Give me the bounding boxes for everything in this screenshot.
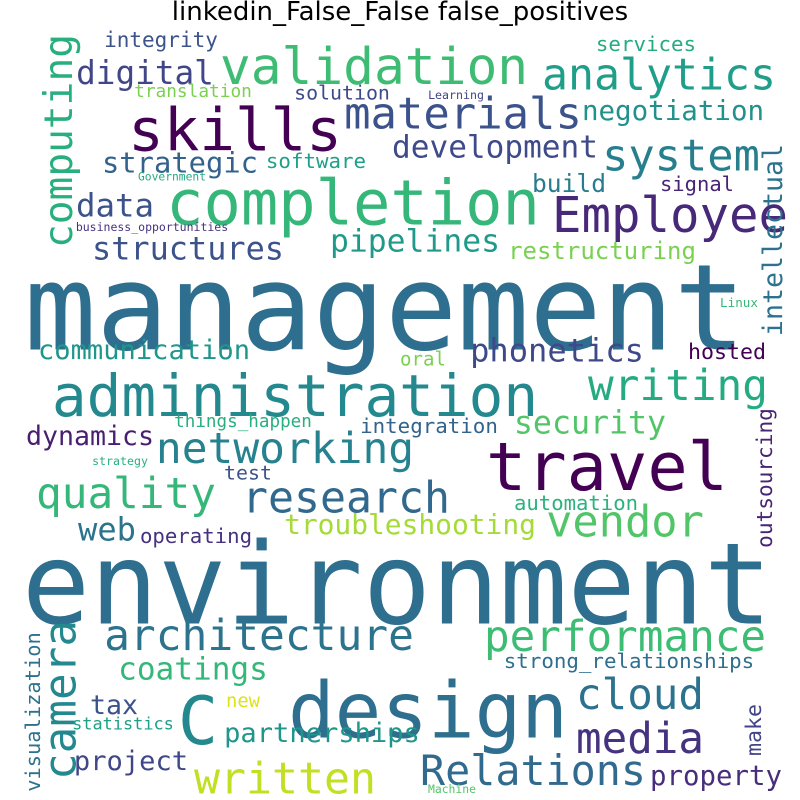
word-outsourcing: outsourcing <box>752 408 777 548</box>
word-things-happen: things_happen <box>174 412 312 432</box>
word-integration: integration <box>360 414 498 438</box>
word-troubleshooting: troubleshooting <box>284 508 536 541</box>
word-relations: Relations <box>420 746 646 795</box>
word-administration: administration <box>52 362 538 430</box>
word-services: services <box>596 32 696 56</box>
word-digital: digital <box>76 54 214 92</box>
word-management: management <box>24 240 746 379</box>
word-strategy: strategy <box>92 454 148 468</box>
word-translation: translation <box>134 81 252 102</box>
word-visualization: visualization <box>21 632 45 792</box>
word-negotiation: negotiation <box>582 95 764 127</box>
word-performance: performance <box>484 612 766 662</box>
word-communication: communication <box>38 335 250 366</box>
word-travel: travel <box>486 428 728 506</box>
word-materials: materials <box>344 88 582 139</box>
word-data: data <box>76 187 154 225</box>
word-architecture: architecture <box>104 611 414 661</box>
word-make: make <box>742 704 767 756</box>
word-networking: networking <box>156 424 414 474</box>
word-software: software <box>266 149 366 173</box>
word-integrity: integrity <box>104 28 218 52</box>
chart-title: linkedin_False_False false_positives <box>171 0 629 27</box>
word-strong-relationships: strong_relationships <box>504 649 754 673</box>
word-employee: Employee <box>552 187 788 244</box>
word-coatings: coatings <box>118 651 268 687</box>
word-project: project <box>74 746 188 777</box>
word-system: system <box>602 130 760 181</box>
word-government: Government <box>138 171 206 184</box>
word-strategic: strategic <box>102 146 258 180</box>
word-learning: Learning <box>428 88 484 102</box>
word-pipelines: pipelines <box>330 223 500 259</box>
word-quality: quality <box>36 469 216 519</box>
word-written: written <box>194 754 376 800</box>
word-intellectual: intellectual <box>758 144 789 336</box>
word-build: build <box>532 169 606 198</box>
word-partnerships: partnerships <box>224 718 420 749</box>
word-skills: skills <box>128 96 342 165</box>
word-validation: validation <box>220 37 528 97</box>
word-structures: structures <box>92 230 284 268</box>
word-linux: Linux <box>720 295 758 310</box>
word-dynamics: dynamics <box>26 421 154 452</box>
word-writing: writing <box>588 361 768 411</box>
word-restructuring: restructuring <box>508 237 696 265</box>
word-solution: solution <box>294 82 390 105</box>
word-oral: oral <box>400 347 446 370</box>
word-phonetics: phonetics <box>470 332 644 370</box>
word-environment: environment <box>22 518 772 650</box>
word-development: development <box>392 129 598 165</box>
word-statistics: statistics <box>72 714 174 734</box>
word-business-opportunities: business_opportunities <box>76 220 228 234</box>
word-signal: signal <box>660 172 734 196</box>
word-media: media <box>576 715 704 764</box>
word-new: new <box>226 691 261 712</box>
word-research: research <box>242 473 450 523</box>
word-test: test <box>224 462 272 485</box>
word-security: security <box>514 405 666 441</box>
word-operating: operating <box>140 524 252 548</box>
word-c: C <box>178 682 218 760</box>
word-computing: computing <box>36 34 82 248</box>
word-cloud: cloud <box>576 671 704 720</box>
word-analytics: analytics <box>542 50 776 100</box>
word-property: property <box>650 761 782 792</box>
word-design: design <box>288 667 568 757</box>
word-camera: camera <box>36 620 87 780</box>
word-vendor: vendor <box>546 496 704 547</box>
word-completion: completion <box>166 167 540 240</box>
word-automation: automation <box>514 491 638 515</box>
word-web: web <box>78 511 136 549</box>
word-hosted: hosted <box>688 340 766 365</box>
word-tax: tax <box>90 690 138 721</box>
word-machine: Machine <box>428 782 476 796</box>
